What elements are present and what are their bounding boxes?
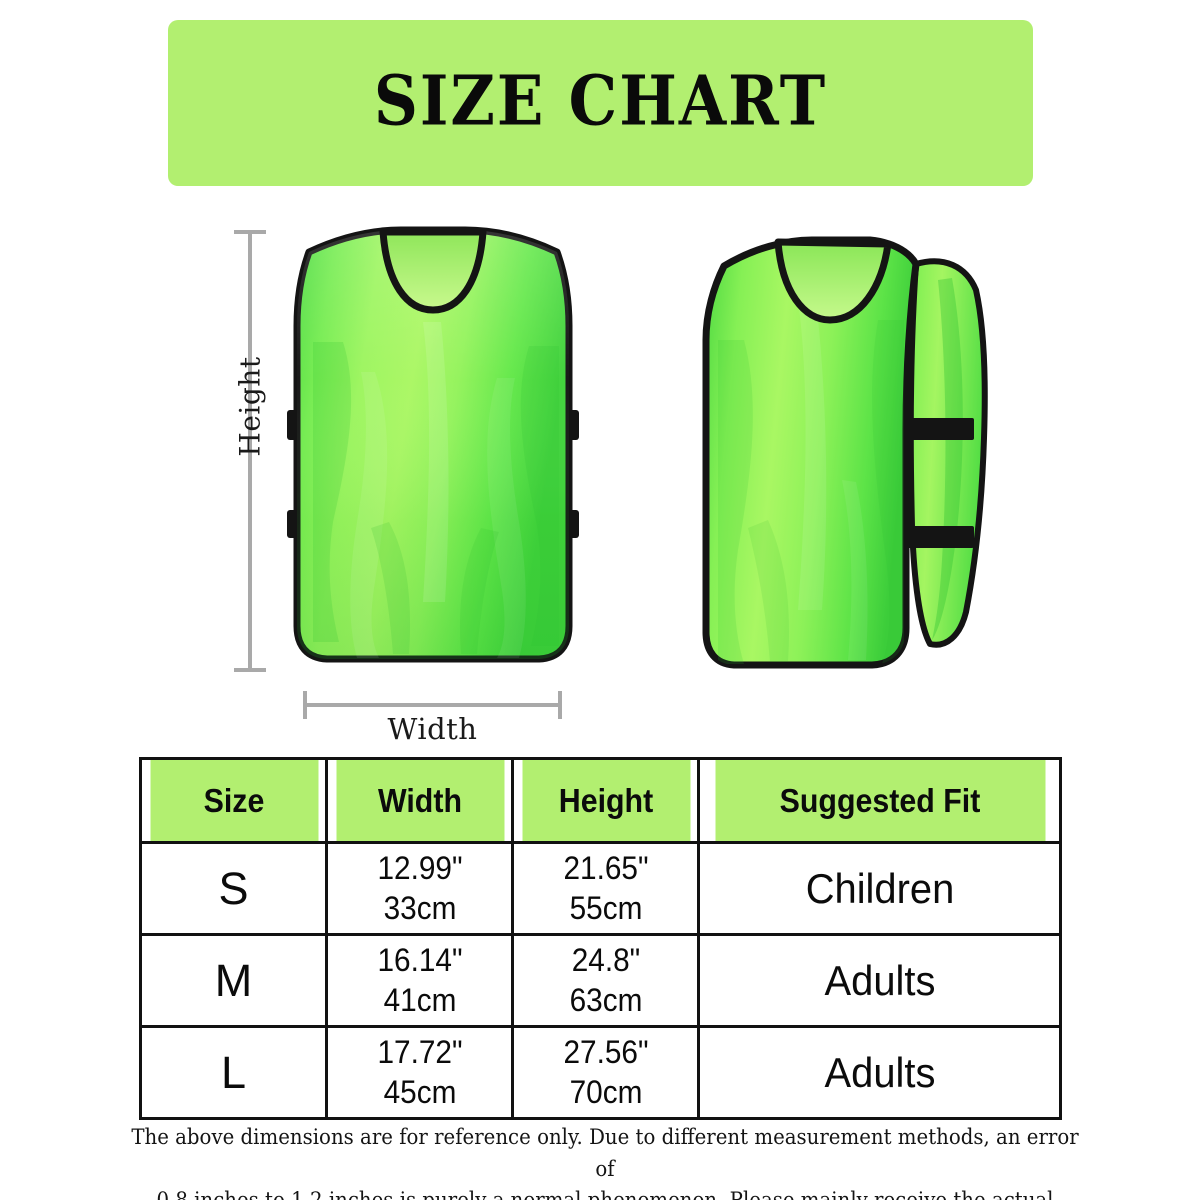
cell-height-l: 27.56" 70cm [517,1025,694,1120]
cell-fit-s: Children [706,841,1053,936]
height-inches-m: 24.8" [571,942,640,979]
height-cm-s: 55cm [569,889,642,926]
width-inches-s: 12.99" [376,850,463,887]
cell-size-m: M [139,933,328,1028]
width-line-right-cap [558,691,562,719]
width-dimension-label: Width [387,712,478,746]
height-cm-l: 70cm [569,1073,642,1110]
width-inches-m: 16.14" [376,942,463,979]
cell-size-l: L [139,1025,328,1120]
table-row: L 17.72" 45cm 27.56" 70cm Adults [139,1025,1061,1120]
width-cm-l: 45cm [383,1073,456,1110]
width-line-left-cap [303,691,307,719]
width-cm-s: 33cm [383,889,456,926]
height-dimension-label: Height [233,356,267,457]
table-header-row: Size Width Height Suggested Fit [141,757,1061,844]
disclaimer-line-1: The above dimensions are for reference o… [131,1125,1079,1181]
column-header-suggested-fit: Suggested Fit [711,757,1048,844]
height-inches-l: 27.56" [562,1034,649,1071]
width-dimension-line [303,691,562,719]
cell-width-s: 12.99" 33cm [331,841,508,936]
cell-width-l: 17.72" 45cm [331,1025,508,1120]
cell-size-s: S [139,841,328,936]
height-line-bottom-cap [234,668,266,672]
disclaimer-line-2: 0.8 inches to 1.2 inches is purely a nor… [156,1188,1054,1200]
column-header-width: Width [332,757,507,844]
cell-height-s: 21.65" 55cm [517,841,694,936]
size-table: Size Width Height Suggested Fit S 12.99"… [139,757,1062,1120]
cell-fit-m: Adults [706,933,1053,1028]
column-header-height: Height [518,757,693,844]
garment-illustration: Height Width [0,200,1200,746]
table-row: S 12.99" 33cm 21.65" 55cm Children [139,841,1061,936]
jersey-front-view [283,222,583,682]
side-strap-group-back [900,418,974,548]
column-header-size: Size [146,757,321,844]
size-table-body: S 12.99" 33cm 21.65" 55cm Children M 16.… [139,841,1061,1120]
width-inches-l: 17.72" [376,1034,463,1071]
height-dimension-line [234,230,266,672]
table-row: M 16.14" 41cm 24.8" 63cm Adults [139,933,1061,1028]
size-table-head: Size Width Height Suggested Fit [141,757,1061,844]
cell-width-m: 16.14" 41cm [331,933,508,1028]
cell-fit-l: Adults [706,1025,1053,1120]
height-line-top-cap [234,230,266,234]
width-cm-m: 41cm [383,981,456,1018]
jersey-side-view [694,230,1004,682]
height-cm-m: 63cm [569,981,642,1018]
disclaimer-note: The above dimensions are for reference o… [126,1122,1085,1200]
page-title: SIZE CHART [373,62,828,142]
height-inches-s: 21.65" [562,850,649,887]
cell-height-m: 24.8" 63cm [517,933,694,1028]
title-banner: SIZE CHART [168,20,1033,186]
